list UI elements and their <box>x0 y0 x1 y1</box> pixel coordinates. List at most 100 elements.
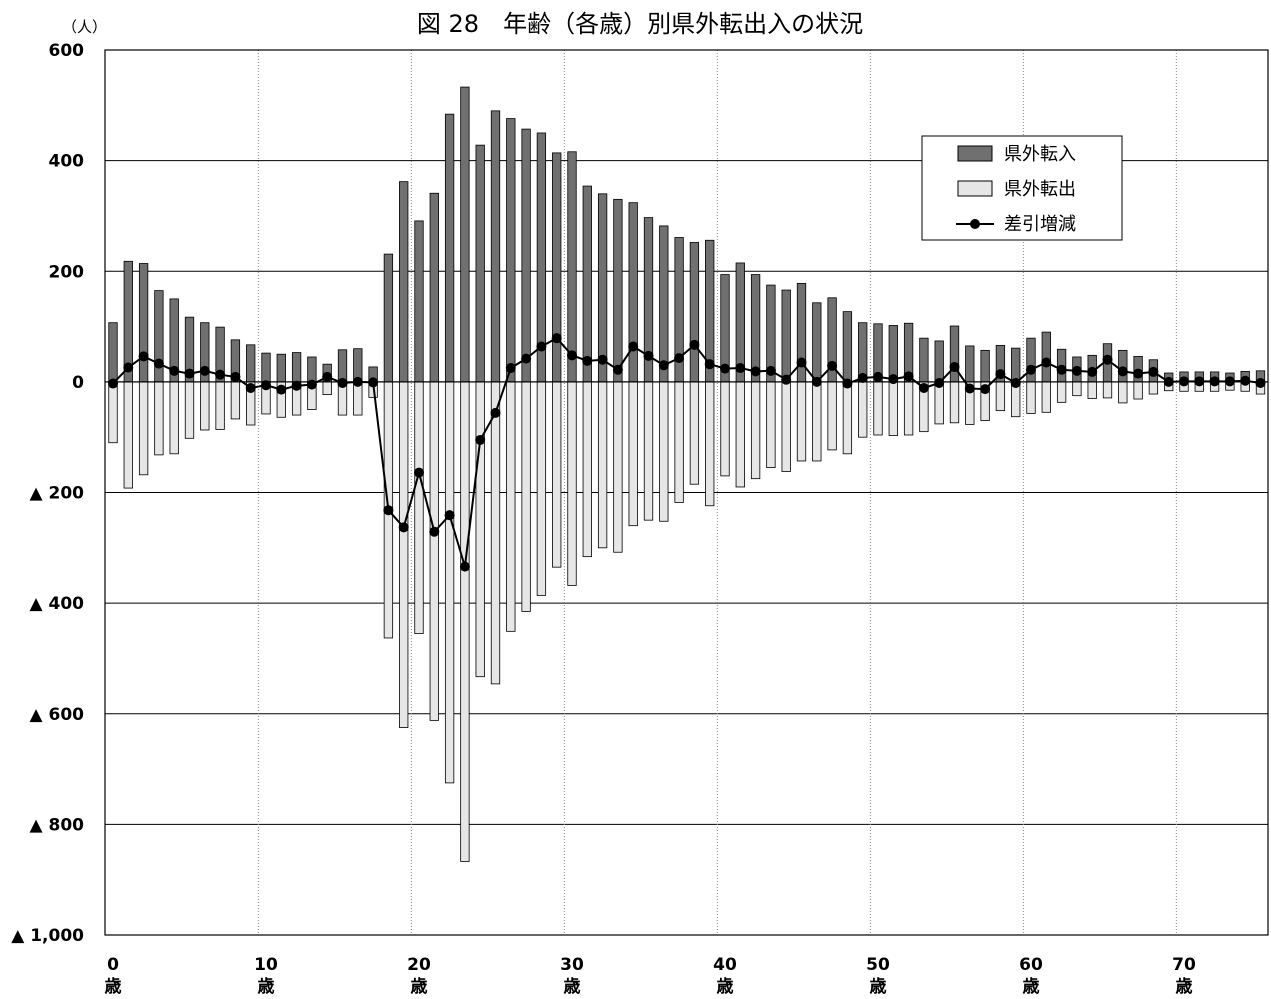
bar-out <box>750 381 761 480</box>
x-tick-label: 0 <box>107 955 119 975</box>
bar-in <box>659 225 669 383</box>
net-point <box>215 369 226 380</box>
bar-in <box>812 302 822 383</box>
y-tick-label: ▲ 800 <box>30 815 85 835</box>
net-point <box>628 341 639 352</box>
bar-out <box>1118 381 1128 404</box>
net-point <box>1255 377 1266 388</box>
net-point <box>918 382 929 393</box>
bar-out <box>796 381 807 462</box>
bar-out <box>322 381 332 395</box>
x-tick-label: 70 <box>1172 955 1196 975</box>
bar-in <box>1011 347 1021 383</box>
net-point <box>1026 364 1036 375</box>
x-tick-unit: 歳 <box>1176 976 1193 997</box>
bar-out <box>1133 381 1143 400</box>
bar-in <box>842 311 853 383</box>
bar-out <box>949 381 960 424</box>
bar-out <box>934 381 944 425</box>
bar-out <box>490 381 501 685</box>
x-tick-unit: 歳 <box>1023 976 1040 997</box>
bar-in <box>307 356 317 383</box>
legend-swatch-net-marker <box>970 219 980 229</box>
bar-out <box>842 381 853 455</box>
net-point <box>567 350 577 361</box>
bar-in <box>337 349 348 383</box>
bar-in <box>1118 349 1128 383</box>
y-axis-ticks: 600 400 200 0 ▲ 200 ▲ 400 ▲ 600 ▲ 800 ▲ 1,000 <box>11 41 84 946</box>
net-point <box>949 361 960 372</box>
net-point <box>536 341 547 352</box>
bar-in <box>383 253 394 383</box>
x-tick-label: 50 <box>866 955 890 975</box>
legend-box <box>921 135 1123 241</box>
net-point <box>964 383 975 394</box>
net-point <box>903 371 914 382</box>
net-point <box>643 350 654 361</box>
bar-in <box>552 152 562 383</box>
bar-out <box>215 381 225 430</box>
bar-in <box>965 345 975 383</box>
bar-in <box>261 352 271 383</box>
x-tick-label: 30 <box>560 955 584 975</box>
bar-out <box>429 381 439 721</box>
net-point <box>291 380 302 391</box>
bar-out <box>781 381 791 472</box>
x-tick-label: 40 <box>713 955 737 975</box>
net-point <box>352 376 363 387</box>
bar-out <box>720 381 730 477</box>
bar-out <box>628 381 638 527</box>
net-point <box>429 526 440 537</box>
x-tick-label: 20 <box>407 955 431 975</box>
net-point <box>796 357 807 368</box>
net-point <box>444 510 455 521</box>
bar-out <box>643 381 654 521</box>
net-point <box>1071 365 1082 376</box>
net-point <box>980 384 991 395</box>
bar-in <box>628 202 638 383</box>
bar-out <box>200 381 210 431</box>
bar-out <box>444 381 455 784</box>
bar-in <box>460 86 470 383</box>
net-point <box>108 378 118 389</box>
bar-in <box>291 352 302 383</box>
bar-in <box>781 289 791 383</box>
bar-out <box>460 381 470 862</box>
net-point <box>153 358 164 369</box>
bar-in <box>138 263 149 383</box>
net-point <box>276 384 287 395</box>
bar-out <box>123 381 133 489</box>
net-point <box>261 380 271 391</box>
bar-out <box>858 381 868 438</box>
bar-out <box>138 381 149 476</box>
net-point <box>414 467 424 478</box>
bar-in <box>108 322 118 383</box>
net-point <box>735 363 746 374</box>
net-point <box>811 376 822 387</box>
bar-out <box>873 381 883 436</box>
net-point <box>873 371 883 382</box>
bar-in <box>597 193 608 383</box>
net-point <box>827 360 838 371</box>
x-tick-unit: 歳 <box>411 976 428 997</box>
net-point <box>1102 354 1113 365</box>
net-point <box>123 362 134 373</box>
bar-in <box>276 353 286 383</box>
bar-in <box>980 349 990 383</box>
legend-swatch-in <box>957 145 993 162</box>
bar-out <box>108 381 118 444</box>
legend: 県外転入 県外転出 差引増減 <box>921 135 1123 241</box>
x-tick-unit: 歳 <box>105 976 122 997</box>
bar-in <box>858 322 868 383</box>
bar-out <box>888 381 898 436</box>
bar-out <box>1148 381 1159 395</box>
bar-in <box>750 274 761 383</box>
plot-frame <box>104 49 1269 936</box>
net-point <box>475 434 486 445</box>
bar-out <box>597 381 608 549</box>
chart-title: 図 28 年齢（各歳）別県外転出入の状況 <box>417 10 863 38</box>
y-tick-label: ▲ 200 <box>30 484 85 504</box>
net-point <box>184 368 195 379</box>
bar-in <box>689 242 700 383</box>
net-point <box>1010 377 1021 388</box>
